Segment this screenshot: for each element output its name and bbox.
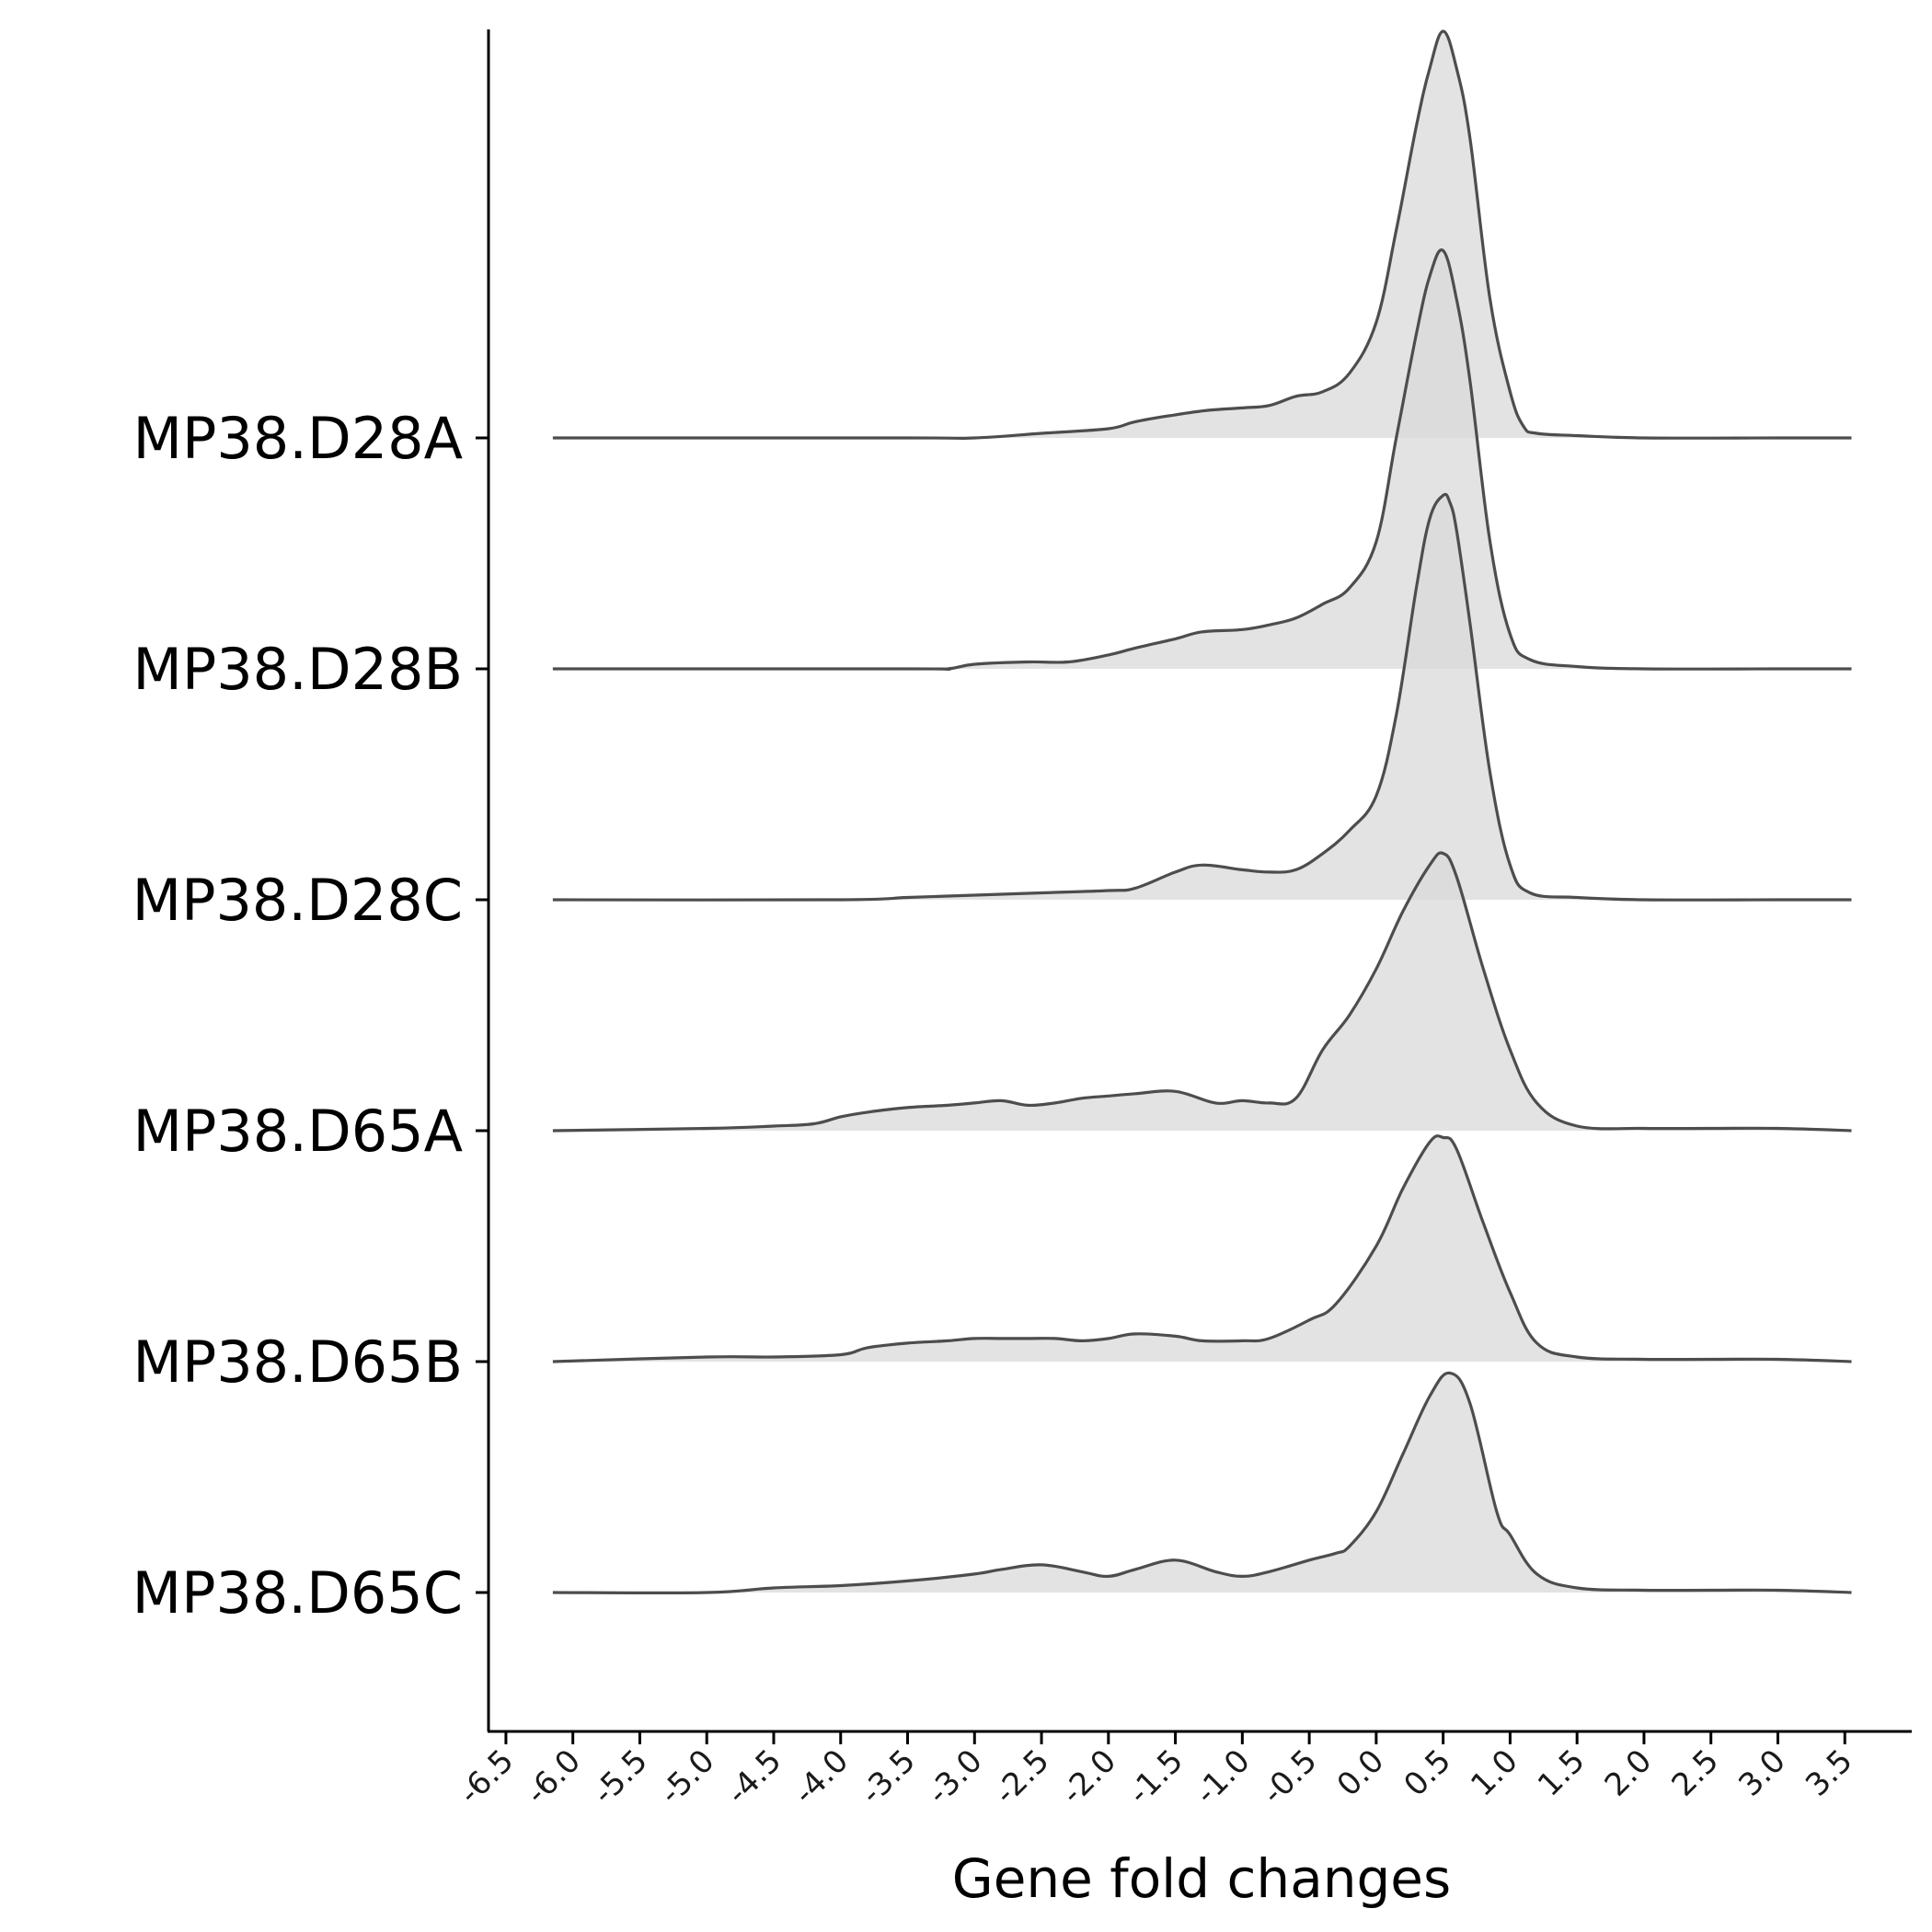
x-tick-label: -5.5: [586, 1742, 655, 1811]
ridge-mp38-d65a: [552, 851, 1852, 1133]
x-tick-label: 2.5: [1665, 1742, 1727, 1804]
x-tick-label: -2.5: [987, 1742, 1056, 1811]
x-axis-title: Gene fold changes: [952, 1847, 1451, 1910]
ridge-area: [552, 249, 1852, 670]
x-tick-label: 3.5: [1799, 1742, 1860, 1804]
y-tick-label: MP38.D28C: [132, 867, 463, 934]
x-tick-label: 2.0: [1598, 1742, 1660, 1804]
x-tick-label: -2.0: [1054, 1742, 1123, 1811]
y-tick-label: MP38.D65B: [132, 1328, 463, 1396]
x-tick-label: -6.0: [519, 1742, 588, 1811]
ridge-mp38-d65b: [552, 1134, 1852, 1363]
x-tick-label: 0.0: [1330, 1742, 1392, 1804]
ridge-line: [552, 1371, 1852, 1594]
ridge-area: [552, 1135, 1852, 1362]
y-tick-label: MP38.D65A: [132, 1098, 463, 1165]
x-tick-label: -0.5: [1255, 1742, 1324, 1811]
x-tick-label: -3.5: [854, 1742, 923, 1811]
x-tick-label: -5.0: [652, 1742, 721, 1811]
x-tick-label: -1.0: [1189, 1742, 1258, 1811]
ridge-area: [552, 31, 1852, 439]
x-tick-label: 1.5: [1531, 1742, 1593, 1804]
ridge-line: [552, 29, 1852, 440]
ridge-line: [552, 851, 1852, 1133]
ridge-mp38-d28a: [552, 29, 1852, 440]
ridge-line: [552, 492, 1852, 902]
x-tick-label: -4.0: [787, 1742, 856, 1811]
x-tick-label: -4.5: [719, 1742, 788, 1811]
y-tick-label: MP38.D28A: [132, 405, 463, 472]
x-tick-label: -6.5: [452, 1742, 521, 1811]
x-tick-label: 0.5: [1397, 1742, 1458, 1804]
x-tick-label: -3.0: [920, 1742, 989, 1811]
x-tick-label: 1.0: [1464, 1742, 1525, 1804]
x-tick-label: 3.0: [1731, 1742, 1793, 1804]
ridge-area: [552, 1373, 1852, 1593]
ridge-mp38-d28c: [552, 492, 1852, 902]
ridge-area: [552, 494, 1852, 901]
y-tick-label: MP38.D65C: [132, 1559, 463, 1627]
ridge-mp38-d65c: [552, 1371, 1852, 1594]
x-tick-label: -1.5: [1121, 1742, 1190, 1811]
x-ticks-layer: -6.5-6.0-5.5-5.0-4.5-4.0-3.5-3.0-2.5-2.0…: [452, 1731, 1860, 1811]
y-ticks-layer: MP38.D28A MP38.D28B MP38.D28C MP38.D65A MP38…: [132, 405, 489, 1627]
ridge-line: [552, 1134, 1852, 1363]
ridge-mp38-d28b: [552, 248, 1852, 671]
ridge-line: [552, 248, 1852, 671]
y-tick-label: MP38.D28B: [132, 636, 463, 703]
axes-layer: [487, 29, 1912, 1733]
ridges-layer: [552, 29, 1852, 1594]
